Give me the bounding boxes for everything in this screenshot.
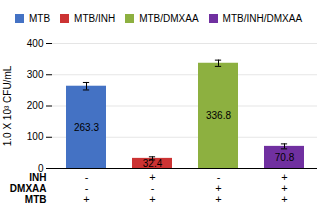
svg-text:+: + (149, 193, 155, 205)
svg-text:+: + (83, 193, 89, 205)
html-text:MTB/INH/DMXAA: MTB/INH/DMXAA (222, 13, 303, 24)
svg-text:263.3: 263.3 (74, 122, 99, 133)
svg-text:200: 200 (27, 100, 44, 111)
html-text:MTB: MTB (28, 13, 50, 24)
svg-text:400: 400 (27, 38, 44, 49)
svg-text:1.0 X 10³ CFU/mL: 1.0 X 10³ CFU/mL (2, 65, 13, 146)
svg-text:100: 100 (27, 131, 44, 142)
html-text:MTB/INH: MTB/INH (74, 13, 116, 24)
svg-text:70.8: 70.8 (275, 152, 295, 163)
svg-text:32.4: 32.4 (143, 158, 163, 169)
svg-text:336.8: 336.8 (206, 110, 231, 121)
svg-text:+: + (215, 193, 221, 205)
html-text:MTB/DMXAA: MTB/DMXAA (139, 13, 199, 24)
svg-text:DMXAA: DMXAA (10, 183, 47, 194)
svg-text:INH: INH (29, 172, 46, 183)
svg-text:MTB: MTB (25, 194, 47, 205)
svg-text:+: + (281, 193, 287, 205)
svg-text:0: 0 (37, 162, 44, 174)
svg-text:300: 300 (27, 69, 44, 80)
